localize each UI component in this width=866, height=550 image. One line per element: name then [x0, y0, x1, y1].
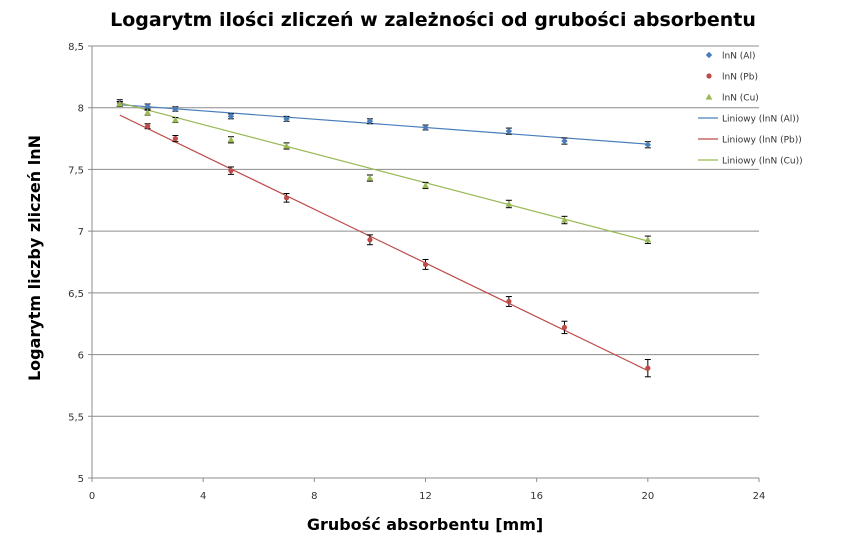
data-point — [228, 168, 234, 174]
data-point — [422, 124, 429, 131]
trendlines — [119, 102, 649, 372]
gridlines — [92, 45, 759, 417]
y-tick-label: 5,5 — [68, 412, 84, 423]
trendline — [119, 104, 648, 145]
data-point — [422, 182, 429, 189]
legend-label: lnN (Cu) — [722, 94, 759, 104]
data-point — [116, 100, 124, 107]
trendline — [119, 114, 649, 372]
legend-label: Liniowy (lnN (Pb)) — [722, 136, 802, 146]
y-tick-label: 6 — [78, 351, 84, 362]
y-tick-label: 5 — [78, 474, 84, 485]
data-point — [505, 127, 513, 135]
x-tick-label: 8 — [311, 491, 317, 502]
x-tick-label: 0 — [89, 491, 95, 502]
legend-marker — [706, 73, 712, 79]
data-point — [227, 113, 235, 120]
data-point — [644, 141, 652, 148]
x-tick-label: 16 — [530, 491, 543, 502]
y-tick-label: 8,5 — [68, 42, 84, 53]
data-points — [116, 99, 652, 378]
legend-label: Liniowy (lnN (Al)) — [722, 115, 799, 125]
data-point — [644, 236, 652, 243]
data-point — [283, 195, 290, 201]
data-point — [172, 105, 179, 113]
data-point — [505, 200, 513, 207]
legend-label: lnN (Al) — [722, 52, 755, 62]
data-point — [506, 298, 512, 305]
data-point — [366, 118, 374, 125]
data-point — [283, 115, 290, 123]
data-point — [144, 109, 151, 116]
x-tick-label: 20 — [641, 491, 654, 502]
x-tick-label: 12 — [419, 491, 432, 502]
data-point — [172, 135, 178, 142]
data-point — [561, 324, 568, 331]
y-axis-title: Logarytm liczby zliczeń lnN — [25, 135, 44, 381]
chart-title: Logarytm ilości zliczeń w zależności od … — [110, 9, 756, 31]
data-point — [171, 116, 179, 123]
data-point — [144, 123, 151, 129]
data-point — [367, 237, 373, 243]
y-tick-label: 6,5 — [68, 289, 84, 300]
legend-label: Liniowy (lnN (Cu)) — [722, 157, 803, 167]
x-tick-label: 4 — [200, 491, 206, 502]
legend-marker — [705, 51, 713, 59]
data-point — [422, 261, 429, 268]
data-point — [227, 136, 235, 143]
data-point — [645, 365, 651, 371]
legend: lnN (Al) lnN (Pb) lnN (Cu) Liniowy (lnN (Al… — [698, 52, 803, 167]
y-tick-label: 7 — [78, 227, 84, 238]
data-point — [283, 142, 290, 149]
y-tick-label: 8 — [78, 104, 84, 115]
y-axis-ticks: 5 5,5 6 6,5 7 7,5 8 8,5 — [68, 42, 92, 485]
x-axis-title: Grubość absorbentu [mm] — [307, 515, 543, 534]
y-tick-label: 7,5 — [68, 165, 84, 176]
x-axis-ticks: 0 4 8 12 16 20 24 — [89, 478, 766, 502]
legend-marker — [705, 93, 713, 100]
trendline — [119, 102, 648, 242]
data-point — [366, 174, 374, 181]
data-point — [561, 137, 568, 145]
data-point — [561, 216, 568, 223]
data-point — [144, 103, 151, 110]
x-tick-label: 24 — [753, 491, 766, 502]
legend-label: lnN (Pb) — [722, 73, 758, 83]
